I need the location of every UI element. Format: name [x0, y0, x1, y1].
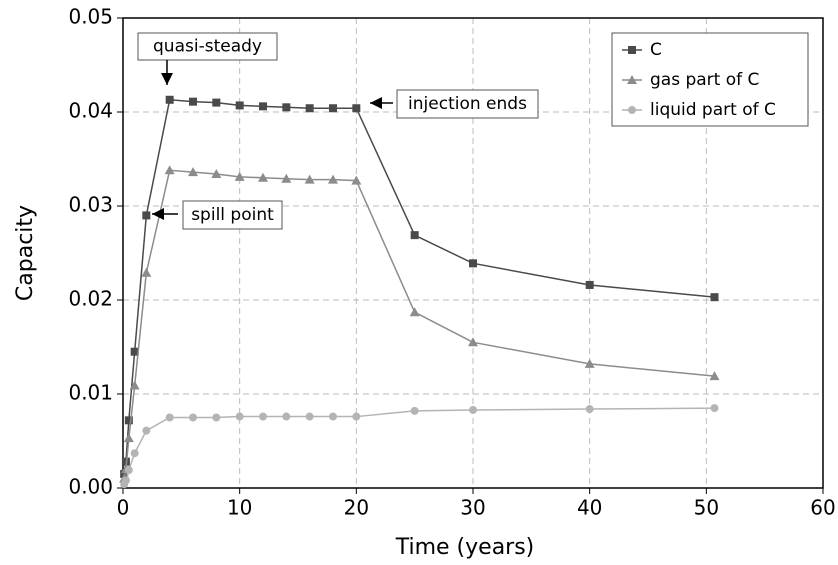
y-tick-label: 0.04 [68, 99, 113, 123]
marker [409, 307, 420, 317]
legend-box [611, 32, 809, 127]
marker [351, 175, 362, 185]
marker [628, 106, 636, 114]
marker [352, 104, 361, 113]
marker [410, 406, 419, 415]
series-line [123, 169, 715, 479]
x-tick-label: 60 [810, 496, 835, 520]
marker [235, 101, 244, 110]
annotation: quasi-steady [153, 37, 262, 57]
marker [282, 412, 291, 421]
x-tick-label: 40 [577, 496, 602, 520]
marker [305, 104, 314, 113]
annotation-box [137, 32, 278, 61]
marker [235, 412, 244, 421]
marker [304, 174, 315, 184]
annotation: spill point [191, 205, 274, 225]
marker [188, 167, 198, 177]
marker [164, 165, 175, 175]
marker [281, 173, 292, 183]
annotation-box [182, 200, 283, 230]
marker [468, 337, 478, 347]
marker [628, 46, 636, 54]
legend-label: C [650, 40, 662, 60]
marker [329, 104, 337, 113]
marker [710, 404, 719, 413]
y-tick-label: 0.03 [68, 193, 113, 217]
annotation-box [396, 89, 539, 119]
x-axis-label: Time (years) [395, 535, 535, 560]
marker [212, 413, 221, 422]
marker [469, 259, 477, 268]
marker [165, 413, 174, 422]
marker [259, 102, 267, 111]
marker [469, 405, 477, 414]
marker [234, 171, 245, 181]
marker [165, 95, 174, 104]
marker [124, 466, 133, 475]
marker [627, 75, 637, 84]
marker [282, 103, 291, 112]
marker [211, 169, 222, 179]
marker [585, 405, 594, 414]
marker [259, 412, 267, 421]
marker [258, 172, 268, 182]
marker [585, 280, 594, 289]
marker [352, 412, 361, 421]
x-tick-label: 20 [344, 496, 369, 520]
marker [584, 358, 595, 368]
marker [130, 347, 139, 356]
legend-label: gas part of C [650, 70, 759, 90]
marker [129, 380, 140, 390]
marker [124, 416, 133, 425]
x-tick-label: 0 [117, 496, 130, 520]
x-tick-label: 50 [694, 496, 719, 520]
marker [121, 476, 130, 485]
marker [123, 433, 134, 443]
legend-label: liquid part of C [650, 100, 776, 120]
y-tick-label: 0.02 [68, 287, 113, 311]
x-tick-label: 10 [227, 496, 252, 520]
marker [709, 371, 720, 381]
y-axis-label: Capacity [13, 205, 38, 301]
y-tick-label: 0.01 [68, 381, 113, 405]
series-line [123, 98, 715, 475]
x-tick-label: 30 [460, 496, 485, 520]
marker [212, 98, 221, 107]
marker [189, 97, 197, 106]
plot-frame [122, 17, 824, 489]
marker [410, 231, 419, 240]
marker [142, 426, 151, 435]
annotation: injection ends [408, 94, 527, 114]
marker [305, 412, 314, 421]
series-line [123, 407, 715, 485]
y-tick-label: 0.00 [68, 475, 113, 499]
marker [329, 412, 337, 421]
y-tick-label: 0.05 [68, 5, 113, 29]
marker [328, 174, 338, 184]
marker [130, 449, 139, 458]
marker [189, 413, 197, 422]
marker [142, 211, 151, 220]
marker [710, 293, 719, 302]
marker [141, 267, 152, 277]
